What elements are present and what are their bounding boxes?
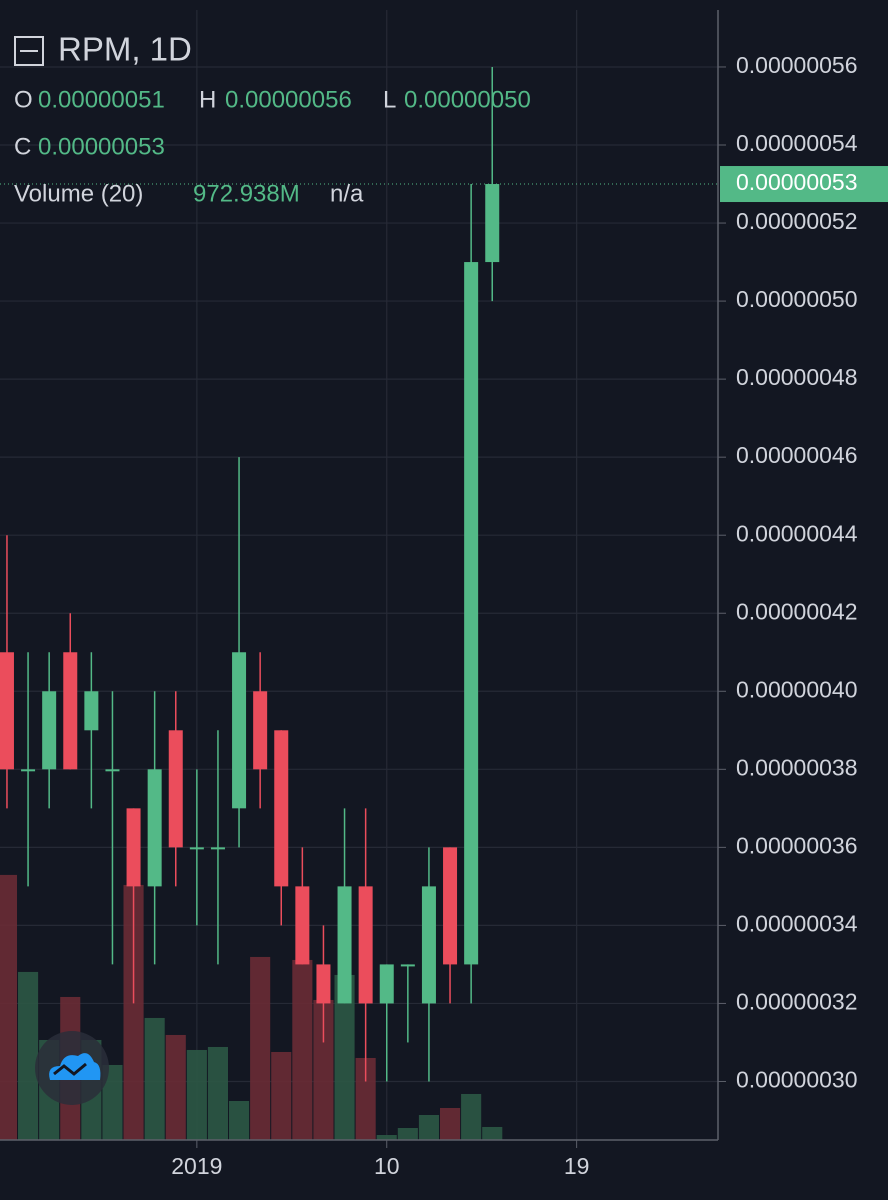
- candle-body: [421, 886, 436, 1004]
- y-tick-label: 0.00000042: [736, 598, 858, 624]
- candle-body: [21, 769, 36, 772]
- volume-bar: [18, 971, 39, 1140]
- volume-bar: [250, 956, 271, 1140]
- candle-body: [400, 964, 415, 967]
- volume-bar: [439, 1107, 461, 1140]
- candle-body: [189, 847, 204, 850]
- volume-bar: [313, 999, 334, 1140]
- volume-bar: [186, 1049, 207, 1140]
- close-value: 0.00000053: [38, 133, 165, 160]
- candle-body: [316, 964, 331, 1004]
- candle-body: [295, 886, 310, 965]
- volume-bar: [165, 1034, 186, 1140]
- volume-bar: [355, 1057, 376, 1140]
- x-tick-label: 2019: [171, 1153, 222, 1179]
- volume-bar: [376, 1134, 397, 1140]
- x-tick-label: 19: [564, 1153, 590, 1179]
- candle-body: [126, 808, 141, 887]
- open-label: O: [14, 86, 33, 113]
- collapse-icon[interactable]: [14, 36, 44, 66]
- candle-body: [42, 691, 57, 770]
- y-tick-label: 0.00000032: [736, 989, 858, 1015]
- volume-bar: [0, 874, 18, 1140]
- y-tick-label: 0.00000050: [736, 286, 858, 312]
- candle-layer: [0, 66, 718, 1082]
- volume-bar: [482, 1126, 503, 1140]
- low-label: L: [383, 86, 396, 113]
- candle-body: [464, 262, 479, 965]
- y-tick-label: 0.00000046: [736, 442, 858, 468]
- candle-body: [0, 652, 14, 770]
- volume-ma: n/a: [330, 180, 364, 207]
- y-tick-label: 0.00000052: [736, 208, 858, 234]
- candle-body: [379, 964, 394, 1004]
- y-tick-label: 0.00000038: [736, 754, 858, 780]
- last-price-label: 0.00000053: [736, 169, 858, 195]
- volume-bar: [271, 1051, 292, 1140]
- candle-body: [168, 730, 183, 848]
- x-tick-label: 10: [374, 1153, 400, 1179]
- candle-body: [232, 652, 247, 809]
- candle-body: [253, 691, 268, 770]
- close-label: C: [14, 133, 31, 160]
- y-tick-label: 0.00000044: [736, 520, 858, 546]
- logo-line: [53, 1062, 87, 1076]
- axes: 0.00000030 0.00000032 0.00000034 0.00000036…: [171, 52, 888, 1179]
- volume-bar: [461, 1093, 482, 1140]
- candle-body: [358, 886, 373, 1004]
- y-tick-label: 0.00000054: [736, 130, 858, 156]
- volume-bar: [102, 1064, 123, 1140]
- candle-body: [84, 691, 99, 731]
- candle-body: [105, 769, 120, 772]
- candle-body: [210, 847, 225, 850]
- candle-body: [63, 652, 78, 770]
- volume-layer: [0, 874, 503, 1140]
- volume-bar: [397, 1127, 418, 1140]
- logo-cloud: [49, 1053, 101, 1080]
- volume-bar: [418, 1114, 439, 1140]
- logo[interactable]: [35, 1031, 109, 1105]
- low-value: 0.00000050: [404, 86, 531, 113]
- volume-label: Volume (20): [14, 180, 143, 207]
- last-price-box: [720, 166, 888, 203]
- y-tick-label: 0.00000056: [736, 52, 858, 78]
- y-tick-label: 0.00000034: [736, 910, 858, 936]
- volume-bar: [207, 1046, 229, 1140]
- candle-body: [147, 769, 162, 887]
- volume-bar: [334, 974, 355, 1140]
- y-tick-label: 0.00000040: [736, 676, 858, 702]
- volume-bar: [144, 1017, 165, 1140]
- open-value: 0.00000051: [38, 86, 165, 113]
- grid: [0, 10, 718, 1140]
- candle-body: [337, 886, 352, 1004]
- candle-body: [485, 184, 500, 263]
- high-value: 0.00000056: [225, 86, 352, 113]
- y-tick-label: 0.00000030: [736, 1067, 858, 1093]
- candle-body: [443, 847, 458, 965]
- volume-value: 972.938M: [193, 180, 300, 207]
- y-tick-label: 0.00000048: [736, 364, 858, 390]
- volume-bar: [123, 884, 144, 1140]
- high-label: H: [199, 86, 216, 113]
- candle-body: [274, 730, 289, 887]
- symbol: RPM, 1D: [58, 31, 192, 68]
- y-tick-label: 0.00000036: [736, 832, 858, 858]
- volume-bar: [229, 1100, 250, 1140]
- volume-bar: [292, 959, 313, 1140]
